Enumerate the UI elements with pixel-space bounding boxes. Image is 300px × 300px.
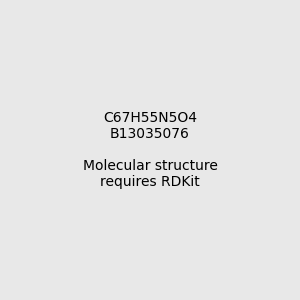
Text: C67H55N5O4
B13035076

Molecular structure
requires RDKit: C67H55N5O4 B13035076 Molecular structure…	[82, 111, 218, 189]
